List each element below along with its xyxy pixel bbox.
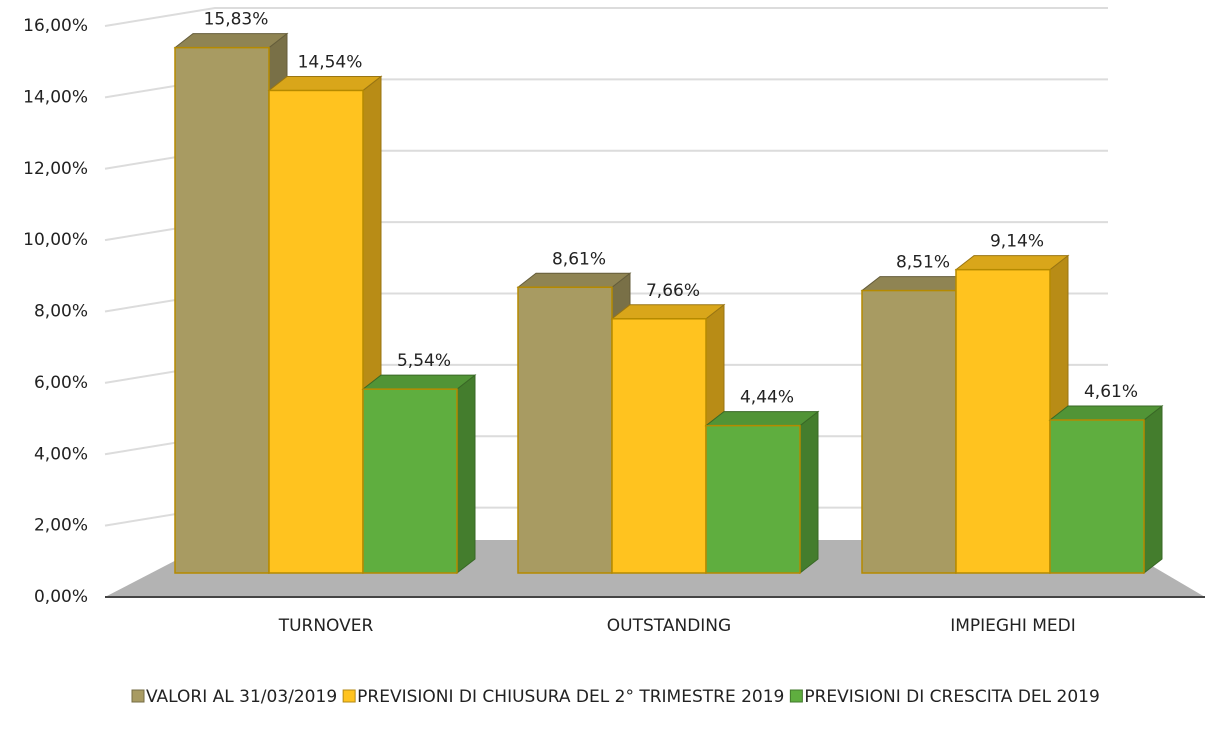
y-tick-label: 0,00% <box>34 587 88 607</box>
bar-front <box>517 286 613 574</box>
bar-top <box>704 411 820 427</box>
y-tick-label: 4,00% <box>34 444 88 464</box>
bar-front <box>268 89 364 574</box>
bar <box>361 374 477 575</box>
bar-front <box>1049 419 1145 574</box>
bar-front <box>362 388 458 574</box>
legend-label: PREVISIONI DI CRESCITA DEL 2019 <box>804 687 1099 707</box>
y-tick-label: 8,00% <box>34 302 88 322</box>
y-tick-label: 6,00% <box>34 373 88 393</box>
bar-side <box>456 374 476 575</box>
value-label: 7,66% <box>646 281 700 301</box>
bar-top <box>173 33 289 49</box>
bar-side <box>799 410 819 575</box>
legend-swatch <box>789 689 803 703</box>
legend-swatch <box>342 689 356 703</box>
x-tick-label: OUTSTANDING <box>607 616 731 636</box>
y-tick-label: 10,00% <box>23 230 88 250</box>
value-label: 8,51% <box>896 253 950 273</box>
value-label: 5,54% <box>397 351 451 371</box>
value-label: 9,14% <box>990 232 1044 252</box>
bar-front <box>174 46 270 574</box>
value-label: 14,54% <box>298 52 363 72</box>
legend-label: PREVISIONI DI CHIUSURA DEL 2° TRIMESTRE … <box>357 687 784 707</box>
bar-top <box>610 304 726 320</box>
bar-side <box>1143 404 1163 575</box>
bar <box>1048 404 1164 575</box>
bar-top <box>361 374 477 390</box>
bar-front <box>705 424 801 574</box>
bar-top <box>1048 405 1164 421</box>
bar-front <box>861 289 957 574</box>
x-tick-label: IMPIEGHI MEDI <box>950 616 1076 636</box>
y-tick-label: 14,00% <box>23 87 88 107</box>
y-tick-label: 2,00% <box>34 516 88 536</box>
legend-swatch <box>131 689 145 703</box>
bar-front <box>611 318 707 574</box>
bar-front <box>955 268 1051 574</box>
value-label: 15,83% <box>204 10 269 30</box>
grid-line <box>104 7 1108 27</box>
x-tick-label: TURNOVER <box>278 616 374 636</box>
value-label: 4,61% <box>1084 382 1138 402</box>
bar-top <box>516 272 632 288</box>
bar <box>704 410 820 575</box>
bar-top <box>267 75 383 91</box>
y-tick-label: 12,00% <box>23 159 88 179</box>
bar-top <box>954 255 1070 271</box>
value-label: 4,44% <box>740 388 794 408</box>
legend-label: VALORI AL 31/03/2019 <box>146 687 337 707</box>
y-tick-label: 16,00% <box>23 16 88 36</box>
value-label: 8,61% <box>552 249 606 269</box>
